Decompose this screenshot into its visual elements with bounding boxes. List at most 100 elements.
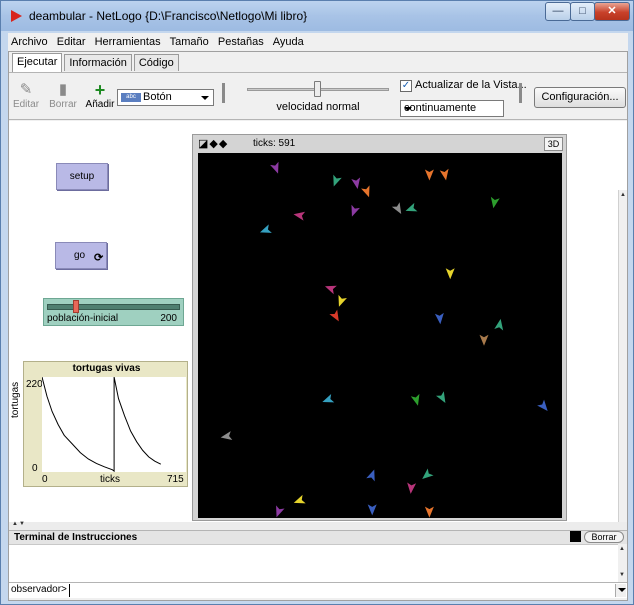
turtle[interactable] bbox=[406, 482, 417, 495]
update-view-label: Actualizar de la Vista... bbox=[415, 79, 527, 91]
turtle[interactable] bbox=[361, 185, 373, 198]
widget-type-select[interactable]: abc Botón bbox=[117, 89, 214, 106]
view-shape-icons[interactable]: ◪◆◆ bbox=[198, 138, 229, 150]
menu-pestanas[interactable]: Pestañas bbox=[217, 36, 264, 48]
update-mode-select[interactable]: continuamente bbox=[400, 100, 504, 117]
window-title: deambular - NetLogo {D:\Francisco\Netlog… bbox=[29, 9, 308, 23]
close-button[interactable]: ✕ bbox=[594, 2, 630, 21]
add-label: Añadir bbox=[85, 99, 115, 110]
turtle[interactable] bbox=[323, 282, 337, 295]
pencil-icon: ✎ bbox=[19, 81, 33, 98]
turtle[interactable] bbox=[436, 391, 449, 405]
plot-y-label: tortugas bbox=[10, 381, 21, 418]
slider-track[interactable] bbox=[47, 304, 180, 310]
turtle[interactable] bbox=[494, 318, 505, 331]
menu-editar[interactable]: Editar bbox=[56, 36, 86, 48]
plot-y-max: 220 bbox=[26, 379, 43, 390]
plot-series-line bbox=[42, 377, 162, 472]
edit-button[interactable]: ✎ Editar bbox=[12, 81, 40, 110]
go-button[interactable]: go ⟳ bbox=[55, 242, 107, 269]
slider-value: 200 bbox=[160, 313, 177, 324]
menu-archivo[interactable]: Archivo bbox=[11, 36, 48, 48]
maximize-button[interactable]: □ bbox=[570, 2, 595, 21]
agent-type-select[interactable]: observador> bbox=[11, 584, 67, 595]
add-button[interactable]: + Añadir bbox=[83, 81, 117, 110]
turtle[interactable] bbox=[258, 224, 272, 236]
turtle[interactable] bbox=[220, 431, 233, 442]
scroll-down-icon[interactable]: ▼ bbox=[619, 572, 625, 578]
plot-x-max: 715 bbox=[167, 474, 184, 485]
turtle[interactable] bbox=[391, 202, 405, 216]
chevron-down-icon bbox=[618, 588, 626, 592]
go-button-label: go bbox=[74, 250, 86, 261]
view-header: ◪◆◆ ticks: 591 3D bbox=[193, 135, 566, 153]
turtle[interactable] bbox=[292, 494, 306, 507]
delete-label: Borrar bbox=[49, 99, 77, 110]
toolbar-divider bbox=[222, 83, 225, 103]
settings-button[interactable]: Configuración... bbox=[534, 87, 626, 108]
update-view-checkbox[interactable]: ✓ bbox=[400, 80, 412, 92]
terminal-output[interactable] bbox=[9, 544, 627, 582]
turtle[interactable] bbox=[419, 468, 434, 482]
turtle[interactable] bbox=[367, 504, 377, 516]
menu-ayuda[interactable]: Ayuda bbox=[272, 36, 304, 48]
command-center-input-row: observador> bbox=[9, 582, 627, 598]
turtle[interactable] bbox=[321, 393, 335, 406]
turtle[interactable] bbox=[410, 393, 423, 407]
turtle[interactable] bbox=[335, 294, 347, 308]
delete-button[interactable]: ▮ Borrar bbox=[47, 81, 79, 110]
netlogo-logo-icon bbox=[11, 10, 22, 22]
tab-ejecutar[interactable]: Ejecutar bbox=[12, 53, 63, 72]
splitter-arrows-icon[interactable]: ▲▼ bbox=[12, 521, 26, 527]
turtle[interactable] bbox=[330, 174, 342, 188]
world-view[interactable] bbox=[198, 153, 562, 518]
minimize-button[interactable]: — bbox=[545, 2, 571, 21]
setup-button[interactable]: setup bbox=[56, 163, 108, 190]
turtle[interactable] bbox=[424, 169, 434, 181]
scroll-up-icon[interactable]: ▲ bbox=[620, 192, 626, 198]
poblacion-inicial-slider[interactable]: población-inicial 200 bbox=[43, 298, 184, 326]
speed-slider-thumb[interactable] bbox=[314, 81, 321, 97]
tab-codigo[interactable]: Código bbox=[133, 54, 179, 71]
turtle[interactable] bbox=[348, 204, 360, 218]
plot-widget[interactable]: tortugas vivas 220 tortugas 0 0 ticks 71… bbox=[10, 361, 188, 487]
world-view-panel: ◪◆◆ ticks: 591 3D bbox=[192, 134, 567, 521]
ticks-counter: ticks: 591 bbox=[253, 138, 296, 149]
plus-icon: + bbox=[94, 80, 106, 100]
turtle[interactable] bbox=[537, 399, 551, 414]
menu-herramientas[interactable]: Herramientas bbox=[94, 36, 161, 48]
maximize-terminal-icon[interactable] bbox=[570, 531, 581, 542]
turtle[interactable] bbox=[293, 210, 306, 221]
plot-title: tortugas vivas bbox=[72, 363, 141, 374]
turtle[interactable] bbox=[479, 334, 489, 346]
tab-strip: Ejecutar Información Código bbox=[12, 53, 181, 72]
menu-tamano[interactable]: Tamaño bbox=[169, 36, 209, 48]
turtle[interactable] bbox=[445, 268, 455, 280]
turtle[interactable] bbox=[434, 312, 445, 325]
terminal-title: Terminal de Instrucciones bbox=[14, 532, 138, 543]
pane-splitter[interactable]: ▲▼ bbox=[9, 521, 627, 530]
turtle[interactable] bbox=[366, 468, 378, 482]
command-input[interactable] bbox=[69, 584, 614, 597]
turtle[interactable] bbox=[489, 196, 500, 209]
turtle[interactable] bbox=[439, 168, 451, 181]
turtle[interactable] bbox=[329, 309, 342, 324]
command-history-button[interactable] bbox=[615, 584, 626, 597]
turtle[interactable] bbox=[270, 161, 282, 175]
terminal-scrollbar[interactable]: ▲ ▼ bbox=[618, 544, 627, 582]
chevron-down-icon bbox=[201, 96, 209, 100]
3d-view-button[interactable]: 3D bbox=[544, 137, 563, 151]
slider-name: población-inicial bbox=[47, 313, 119, 324]
title-bar[interactable]: deambular - NetLogo {D:\Francisco\Netlog… bbox=[1, 1, 633, 31]
turtle[interactable] bbox=[272, 505, 285, 518]
turtle[interactable] bbox=[351, 177, 362, 190]
slider-thumb[interactable] bbox=[73, 300, 79, 313]
forever-icon: ⟳ bbox=[94, 252, 104, 264]
turtle[interactable] bbox=[404, 202, 418, 215]
tab-informacion[interactable]: Información bbox=[64, 54, 132, 71]
turtle[interactable] bbox=[424, 506, 434, 518]
scroll-up-icon[interactable]: ▲ bbox=[619, 546, 625, 552]
plot-y-min: 0 bbox=[32, 463, 38, 474]
clear-terminal-button[interactable]: Borrar bbox=[584, 531, 624, 543]
